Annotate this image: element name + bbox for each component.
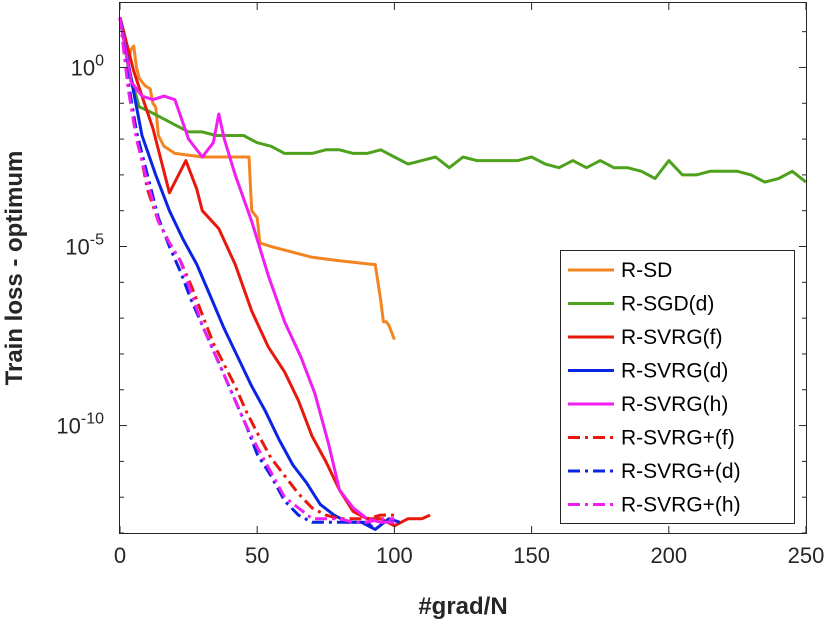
x-axis-label: #grad/N [418, 593, 507, 620]
y-axis-label: Train loss - optimum [1, 151, 28, 386]
legend-label: R-SVRG(d) [621, 360, 728, 383]
y-tick-label: 10-10 [56, 411, 104, 439]
y-tick-label-base: 10 [71, 55, 95, 80]
x-tick-label: 150 [513, 543, 550, 568]
legend-label: R-SVRG+(d) [621, 460, 741, 483]
legend: R-SD R-SGD(d) R-SVRG(f) R-SVRG(d) R-SVRG(h) R… [560, 250, 795, 524]
y-tick-label: 100 [71, 52, 104, 80]
x-tick-label: 0 [114, 543, 126, 568]
y-tick-label-exponent: -10 [81, 411, 104, 428]
series-line [118, 17, 395, 524]
y-tick-label-base: 10 [65, 235, 89, 260]
y-tick-label-exponent: -5 [90, 232, 104, 249]
legend-label: R-SGD(d) [621, 293, 714, 316]
series-line [118, 17, 395, 524]
legend-box [560, 250, 795, 524]
x-tick-label: 50 [245, 543, 269, 568]
x-tick-label: 250 [788, 543, 825, 568]
y-tick-label-base: 10 [56, 414, 80, 439]
series-layer [118, 16, 807, 531]
legend-label: R-SD [621, 259, 672, 282]
legend-label: R-SVRG(f) [621, 326, 723, 349]
series-line [118, 16, 431, 528]
y-tick-label: 10-5 [65, 232, 104, 260]
plot-area-frame [119, 2, 807, 534]
x-tick-label: 100 [376, 543, 413, 568]
legend-label: R-SVRG+(f) [621, 427, 735, 450]
series-line [118, 17, 377, 531]
series-line [118, 17, 395, 521]
y-tick-label-exponent: 0 [95, 52, 104, 69]
x-tick-label: 200 [650, 543, 687, 568]
legend-label: R-SVRG(h) [621, 393, 728, 416]
legend-label: R-SVRG+(h) [621, 494, 741, 517]
series-line [118, 16, 396, 341]
